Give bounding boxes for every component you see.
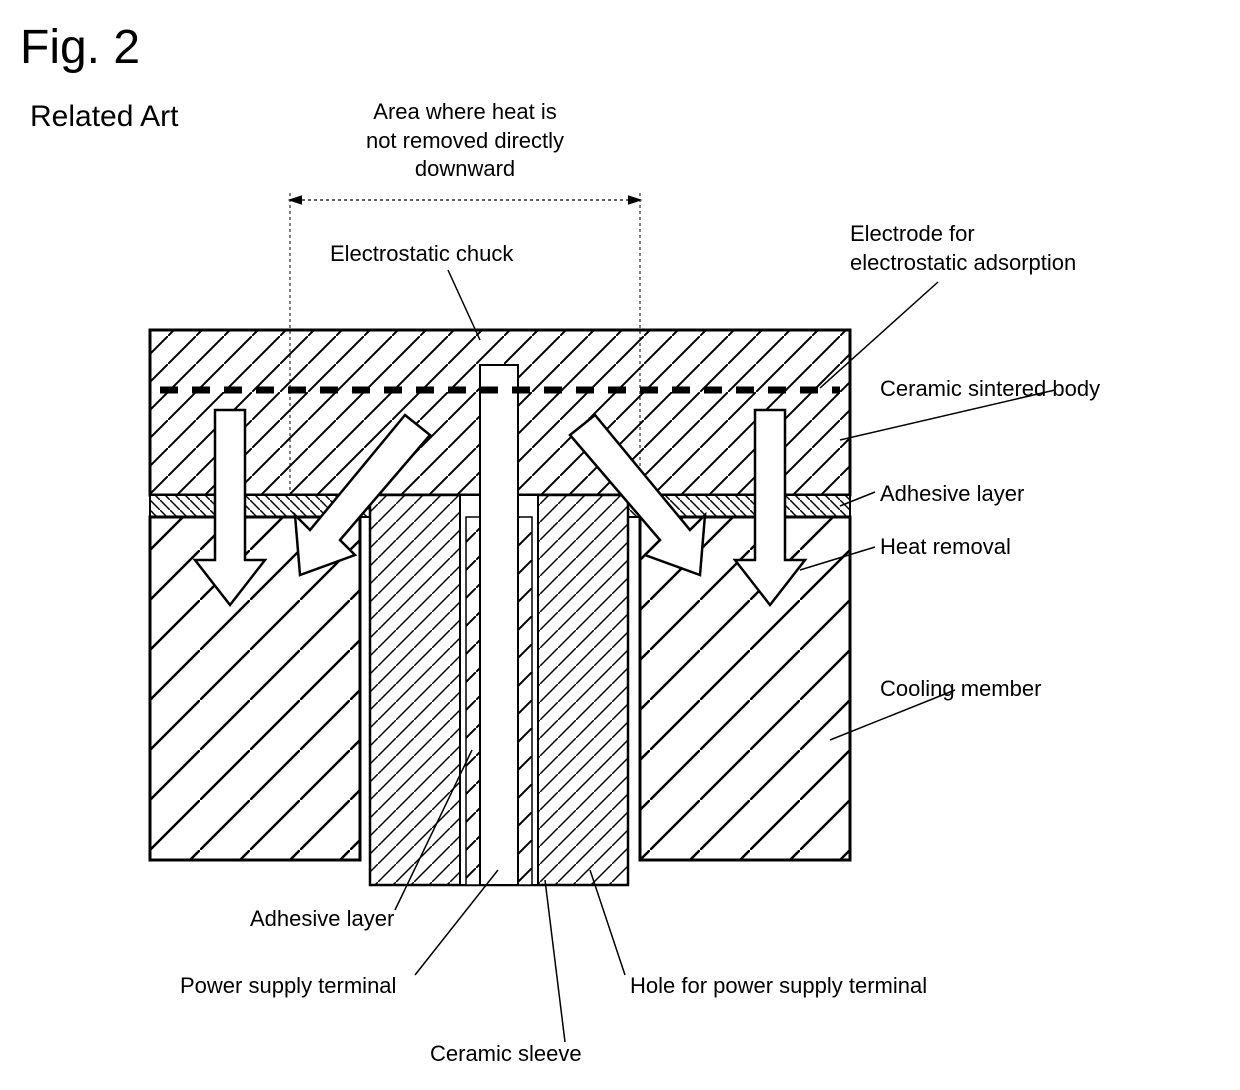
label-adhesive-right: Adhesive layer bbox=[880, 480, 1024, 509]
label-ceramic-sleeve: Ceramic sleeve bbox=[430, 1040, 582, 1069]
power-terminal bbox=[480, 365, 518, 885]
diagram-svg bbox=[0, 0, 1240, 1090]
label-ceramic-body: Ceramic sintered body bbox=[880, 375, 1100, 404]
label-area: Area where heat is not removed directly … bbox=[310, 98, 620, 184]
subtitle: Related Art bbox=[30, 100, 178, 134]
label-cooling: Cooling member bbox=[880, 675, 1041, 704]
label-hole: Hole for power supply terminal bbox=[630, 972, 927, 1001]
label-electrode: Electrode for electrostatic adsorption bbox=[850, 220, 1076, 277]
label-heat-removal: Heat removal bbox=[880, 533, 1011, 562]
label-power-supply: Power supply terminal bbox=[180, 972, 396, 1001]
leader-sleeve bbox=[545, 880, 565, 1042]
label-adhesive-bottom: Adhesive layer bbox=[250, 905, 394, 934]
figure-title: Fig. 2 bbox=[20, 20, 140, 75]
label-chuck: Electrostatic chuck bbox=[330, 240, 513, 269]
